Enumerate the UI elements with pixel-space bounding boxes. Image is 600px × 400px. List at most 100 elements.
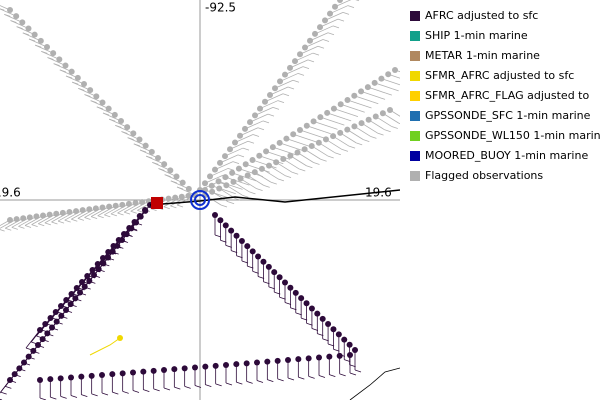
wind-barb — [302, 66, 310, 70]
wind-barb — [102, 112, 110, 116]
observation — [33, 213, 40, 220]
legend-label: Flagged observations — [425, 169, 543, 182]
wind-barb — [299, 168, 306, 172]
wind-barb — [232, 161, 240, 165]
observation — [110, 243, 117, 249]
observation — [330, 105, 337, 112]
observation — [371, 79, 378, 86]
wind-barb — [96, 106, 103, 110]
wind-barb — [237, 154, 245, 158]
wind-barb — [265, 151, 285, 158]
observation — [37, 327, 43, 333]
observation — [228, 227, 235, 234]
wind-barb — [46, 305, 62, 325]
buoy-ring — [190, 190, 210, 210]
observation — [74, 74, 81, 81]
observation — [31, 31, 38, 38]
observation — [215, 178, 222, 185]
observation — [317, 24, 323, 31]
wind-barb — [233, 181, 250, 193]
wind-barb — [122, 390, 129, 394]
wind-barb — [229, 191, 236, 195]
observation — [63, 297, 70, 303]
wind-barb — [112, 391, 119, 395]
observation — [326, 353, 333, 360]
observation — [202, 180, 208, 187]
wind-barb — [194, 385, 202, 388]
wind-barb — [152, 161, 159, 165]
observation — [84, 273, 91, 279]
wind-barb — [78, 269, 93, 289]
observation — [100, 255, 106, 261]
wind-barb — [36, 317, 51, 337]
observation — [130, 130, 137, 137]
wind-barb — [51, 221, 58, 225]
legend-swatch — [410, 171, 420, 181]
wind-barb — [72, 275, 88, 295]
wind-barb — [229, 140, 249, 150]
observation — [217, 217, 224, 224]
observation — [222, 153, 228, 160]
left-axis-label: 19.6 — [0, 186, 21, 200]
wind-barb — [64, 219, 71, 223]
legend-swatch — [410, 91, 420, 101]
observation — [337, 0, 343, 3]
observation — [237, 175, 244, 182]
observation — [58, 312, 65, 319]
wind-barb — [349, 372, 357, 376]
observation — [322, 136, 329, 143]
wind-barb — [294, 52, 314, 62]
observation — [66, 208, 73, 215]
wind-barb — [299, 45, 319, 55]
wind-barb — [137, 209, 144, 213]
wind-barb — [317, 45, 325, 49]
wind-barb — [104, 204, 123, 216]
observation — [131, 219, 138, 225]
observation — [44, 330, 51, 337]
wind-barb — [0, 5, 11, 11]
wind-barb — [110, 213, 118, 217]
wind-barb — [36, 335, 43, 339]
observation — [67, 301, 74, 308]
wind-barb — [267, 379, 274, 383]
observation — [254, 359, 260, 366]
observation — [249, 157, 256, 163]
observation — [285, 357, 291, 363]
observation — [233, 361, 240, 368]
observation — [40, 212, 47, 219]
observation — [243, 360, 250, 367]
observation — [344, 126, 351, 133]
wind-barb — [279, 142, 298, 150]
wind-barb — [47, 57, 54, 60]
observation — [237, 132, 243, 139]
wind-barb — [184, 385, 191, 389]
buoy-ring — [194, 194, 206, 206]
observation — [148, 148, 155, 155]
observation — [94, 261, 101, 267]
observation — [212, 212, 218, 218]
observation — [202, 363, 209, 370]
wind-barb — [246, 380, 253, 384]
wind-barb — [318, 142, 336, 154]
observation — [185, 192, 192, 199]
wind-barb — [51, 211, 70, 223]
wind-barb — [174, 386, 181, 390]
legend-label: SHIP 1-min marine — [425, 29, 528, 42]
legend-label: METAR 1-min marine — [425, 49, 540, 62]
wind-barb — [121, 131, 128, 134]
wind-barb — [44, 222, 51, 226]
legend-swatch — [410, 51, 420, 61]
wind-barb — [62, 287, 78, 307]
wind-barb — [44, 212, 64, 224]
wind-barb — [277, 100, 285, 103]
observation — [336, 352, 343, 359]
observation — [319, 315, 326, 322]
legend-swatch — [410, 11, 420, 21]
observation — [35, 342, 41, 348]
observation — [212, 166, 218, 173]
wind-barb — [377, 132, 384, 136]
observation — [283, 135, 290, 142]
wind-barb — [71, 208, 90, 220]
wind-barb — [347, 129, 364, 140]
wind-barb — [311, 145, 328, 157]
